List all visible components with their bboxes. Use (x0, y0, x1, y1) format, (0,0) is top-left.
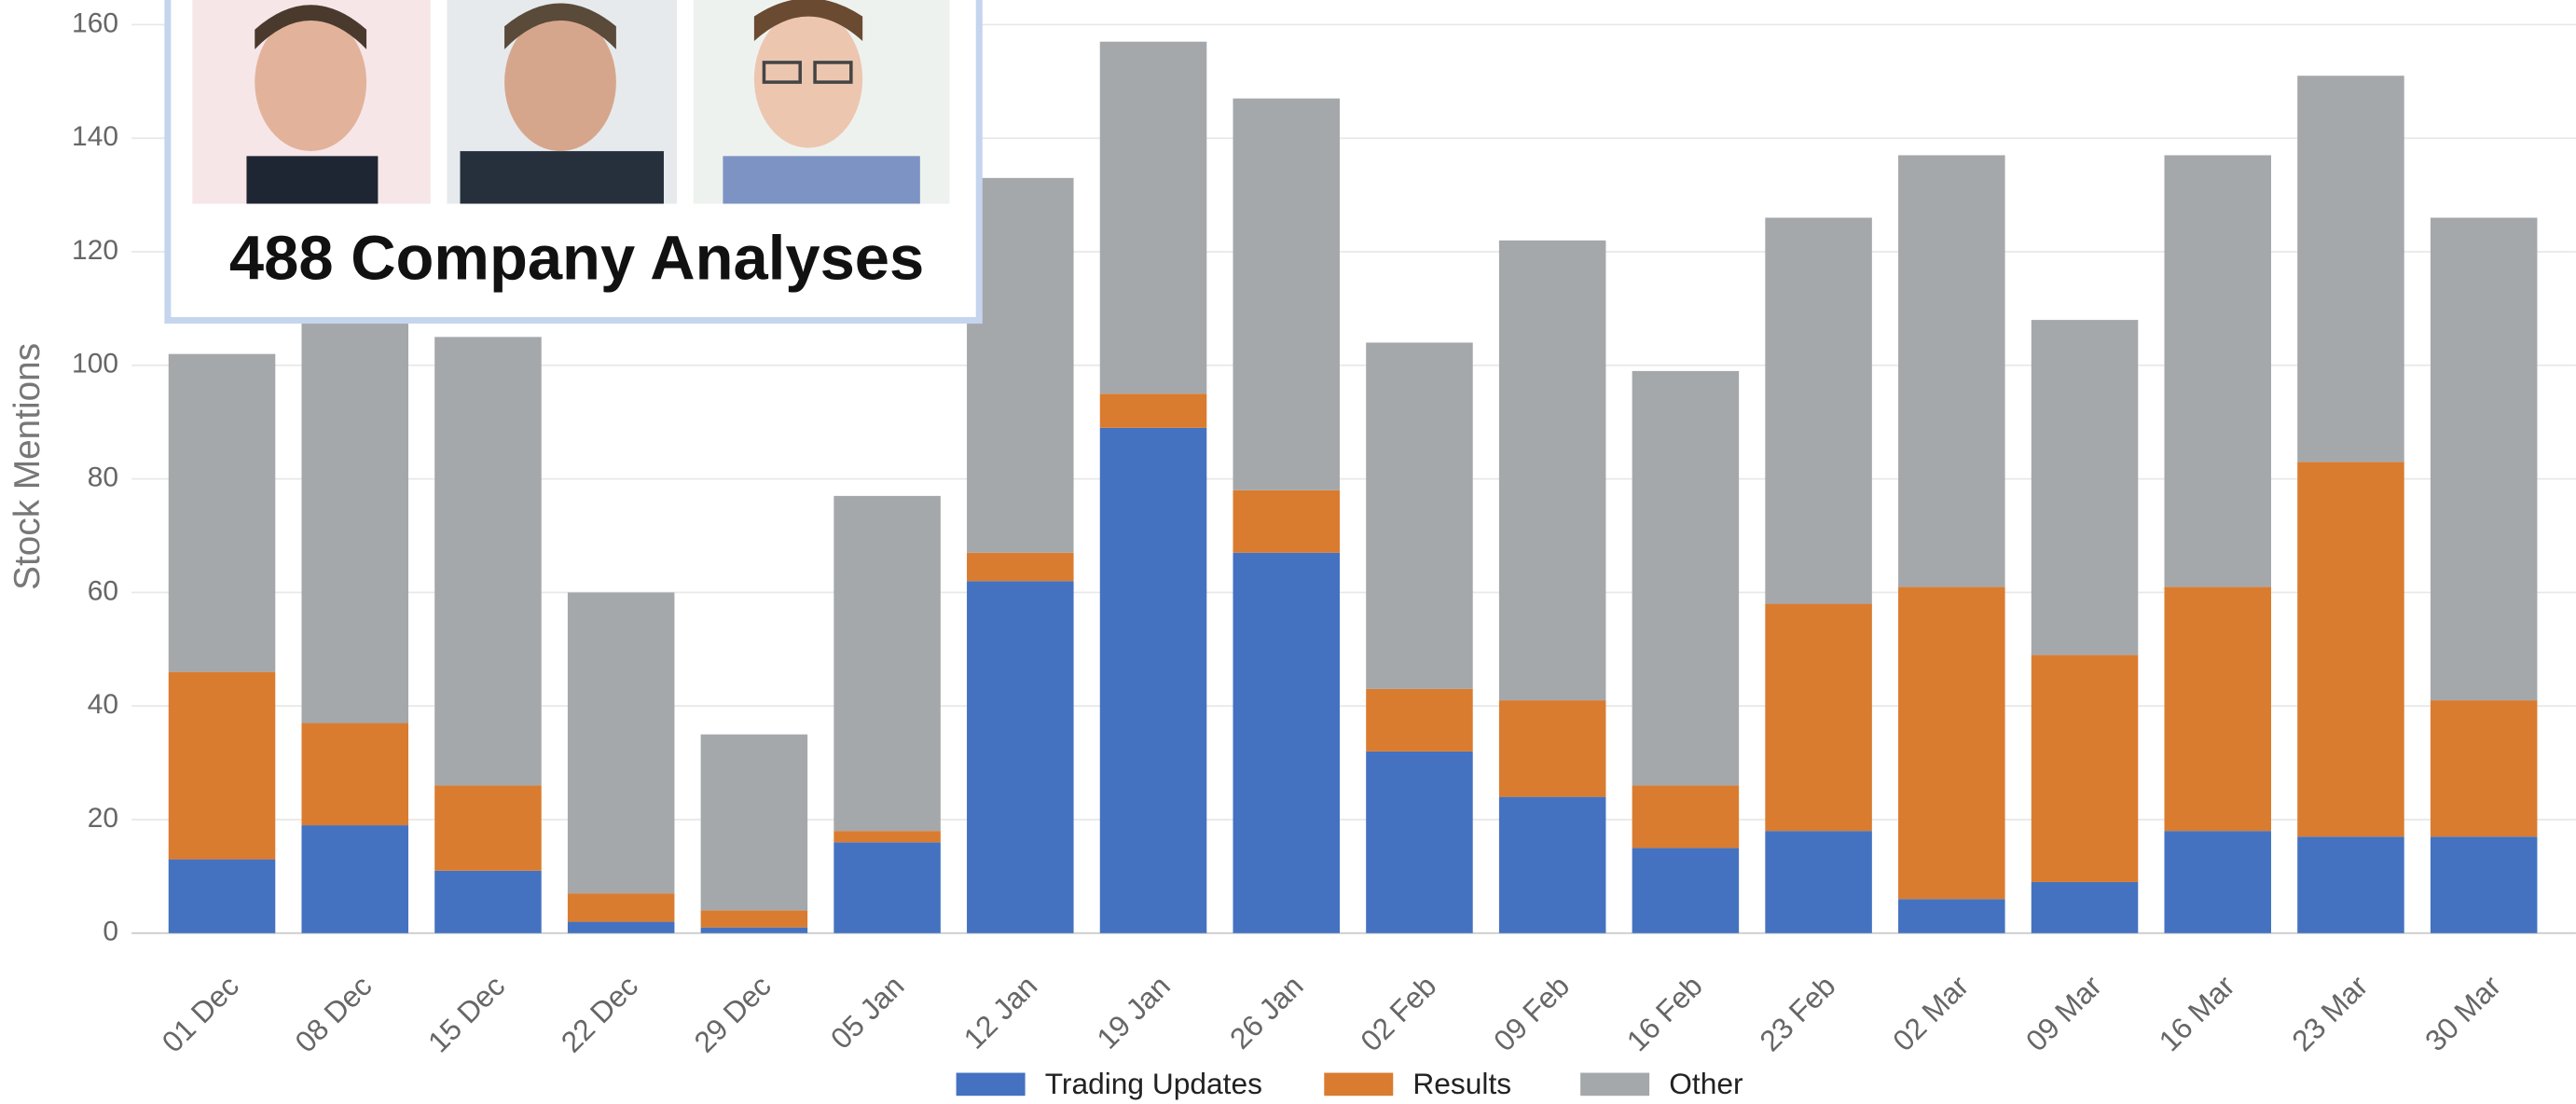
x-tick-label: 23 Feb (1753, 969, 1841, 1057)
bar-segment (2164, 155, 2271, 587)
x-tick-label: 09 Mar (2019, 969, 2109, 1058)
bar-segment (301, 308, 408, 724)
photo (192, 0, 431, 204)
x-tick-label: 29 Dec (687, 969, 778, 1059)
legend-swatch (1580, 1072, 1650, 1097)
y-tick-label: 100 (72, 349, 118, 380)
bar-segment (434, 785, 542, 871)
bar-segment (2297, 76, 2404, 462)
x-tick-label: 16 Feb (1620, 969, 1709, 1057)
bar-segment (2430, 700, 2538, 837)
bar-segment (1366, 688, 1473, 752)
y-tick-label: 60 (88, 575, 118, 606)
bar-segment (1765, 217, 1872, 604)
x-tick-label: 22 Dec (555, 969, 645, 1059)
bar-segment (434, 870, 542, 933)
x-tick-label: 02 Feb (1354, 969, 1442, 1057)
card-title: 488 Company Analyses (229, 224, 924, 294)
bar-segment (2430, 836, 2538, 933)
bar-segment (1498, 240, 1606, 701)
y-axis-label: Stock Mentions (7, 343, 48, 590)
bar-segment (2430, 217, 2538, 701)
legend: Trading Updates Results Other (956, 1067, 1743, 1100)
card: 488 Company Analyses (164, 0, 983, 324)
bar-segment (1366, 751, 1473, 933)
bar-segment (700, 927, 808, 933)
bar-segment (833, 495, 941, 832)
bar-segment (567, 921, 675, 933)
bar-segment (1099, 41, 1207, 394)
bar-segment (1099, 393, 1207, 428)
bar-segment (1632, 848, 1740, 933)
bar-segment (1632, 370, 1740, 786)
legend-swatch (956, 1072, 1026, 1097)
bar-segment (1233, 98, 1340, 490)
bar-segment (2164, 831, 2271, 933)
bar-segment (168, 859, 276, 933)
y-tick-label: 140 (72, 121, 118, 152)
bar-segment (301, 825, 408, 933)
bar-segment (2297, 836, 2404, 933)
legend-label: Results (1412, 1067, 1511, 1100)
bar-segment (1765, 831, 1872, 933)
bar-segment (1898, 899, 2005, 933)
bar-segment (2164, 586, 2271, 832)
bar-segment (1765, 603, 1872, 832)
x-tick-label: 16 Mar (2152, 969, 2241, 1058)
x-tick-label: 08 Dec (288, 969, 379, 1059)
bar-segment (2031, 320, 2139, 656)
bar-segment (1632, 785, 1740, 849)
bar-segment (1233, 552, 1340, 933)
x-tick-label: 02 Mar (1886, 969, 1976, 1058)
y-tick-label: 120 (72, 235, 118, 266)
legend-swatch (1324, 1072, 1394, 1097)
bar-segment (1898, 586, 2005, 900)
photo (447, 0, 678, 204)
bar-segment (1233, 490, 1340, 553)
x-tick-label: 19 Jan (1090, 969, 1177, 1056)
y-tick-label: 160 (72, 7, 118, 38)
bar-segment (1498, 796, 1606, 933)
bar-segment (833, 831, 941, 843)
bar-segment (967, 177, 1074, 553)
bar-segment (700, 910, 808, 928)
bar-segment (1099, 427, 1207, 933)
legend-label: Trading Updates (1045, 1067, 1262, 1100)
legend-label: Other (1669, 1067, 1743, 1100)
bar-segment (2297, 462, 2404, 837)
x-tick-label: 05 Jan (824, 969, 911, 1056)
y-tick-label: 80 (88, 462, 118, 493)
x-tick-label: 12 Jan (957, 969, 1044, 1056)
bar-segment (700, 734, 808, 911)
bar-segment (567, 893, 675, 922)
x-tick-label: 23 Mar (2285, 969, 2375, 1058)
bar-segment (833, 842, 941, 933)
x-tick-label: 09 Feb (1487, 969, 1576, 1057)
bar-segment (1366, 342, 1473, 689)
y-tick-label: 40 (88, 689, 118, 720)
bar-segment (434, 337, 542, 786)
bar-segment (1898, 155, 2005, 587)
bar-segment (168, 353, 276, 672)
bar-segment (1498, 700, 1606, 797)
x-tick-label: 15 Dec (421, 969, 512, 1059)
bar-segment (967, 552, 1074, 582)
bar-segment (301, 723, 408, 826)
bar-segment (967, 581, 1074, 933)
bar-segment (567, 592, 675, 894)
bar-segment (2031, 655, 2139, 882)
bar-segment (168, 671, 276, 860)
photo (693, 0, 950, 204)
bar-segment (2031, 881, 2139, 933)
x-tick-label: 01 Dec (156, 969, 246, 1059)
x-tick-label: 26 Jan (1223, 969, 1310, 1056)
y-tick-label: 20 (88, 803, 118, 834)
y-tick-label: 0 (103, 917, 118, 947)
x-tick-label: 30 Mar (2418, 969, 2508, 1058)
